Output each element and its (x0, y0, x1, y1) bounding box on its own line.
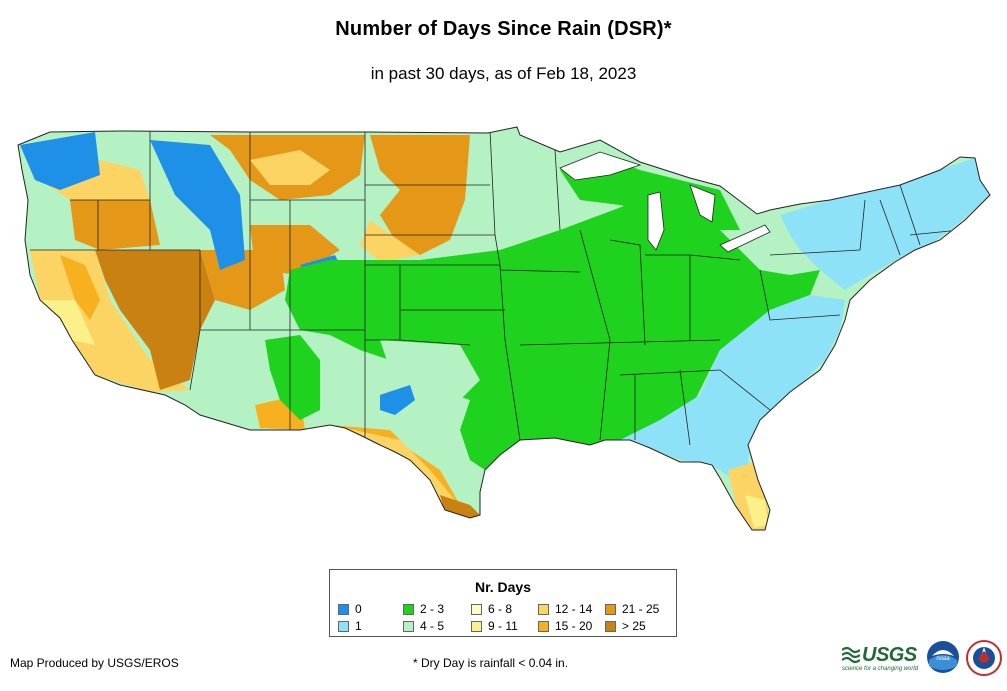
region-dakotas-21-25 (370, 135, 470, 255)
region-new-mexico-2-3 (265, 335, 320, 420)
noaa-wordmark: noaa (936, 656, 950, 662)
legend-label: 12 - 14 (555, 602, 593, 616)
us-dsr-map (17, 126, 991, 531)
legend-label: 0 (355, 602, 362, 616)
legend-label: 4 - 5 (420, 619, 445, 633)
legend-swatch (403, 604, 414, 615)
region-minnesota-4-5 (490, 140, 560, 230)
legend-swatch (605, 621, 616, 632)
legend-item: 1 (338, 620, 362, 633)
legend-label: 1 (355, 619, 362, 633)
lake-huron (689, 184, 716, 223)
region-california-12-14 (30, 250, 190, 392)
map-credit: Map Produced by USGS/EROS (10, 656, 179, 670)
legend-swatch (471, 621, 482, 632)
region-oregon-12-14 (40, 160, 150, 200)
us-outline (17, 126, 991, 531)
legend-label: 21 - 25 (622, 602, 660, 616)
legend-item: 0 (338, 603, 362, 616)
legend-item: 2 - 3 (403, 603, 444, 616)
usgs-tagline: science for a changing world (842, 666, 919, 672)
usgs-wordmark: USGS (862, 644, 917, 666)
legend-item: 9 - 11 (471, 620, 518, 633)
legend-item: 12 - 14 (538, 603, 592, 616)
legend-item: > 25 (605, 620, 646, 633)
usgs-wave-icon (842, 646, 860, 664)
lake-superior (559, 151, 642, 181)
legend-swatch (605, 604, 616, 615)
legend-swatch (471, 604, 482, 615)
legend-item: 4 - 5 (403, 620, 444, 633)
region-idaho-0 (150, 140, 245, 270)
region-new-mexico-0 (380, 385, 415, 415)
region-montana-12-14 (250, 150, 330, 185)
region-florida-9-11 (745, 495, 768, 528)
nws-logo (966, 640, 1002, 676)
dry-day-note: * Dry Day is rainfall < 0.04 in. (413, 656, 569, 670)
region-california-9-11 (40, 300, 95, 345)
legend-label: 9 - 11 (488, 619, 518, 633)
legend-label: 6 - 8 (488, 602, 513, 616)
region-southeast-1 (620, 295, 845, 485)
legend-item: 6 - 8 (471, 603, 512, 616)
lake-erie (719, 224, 771, 253)
legend-swatch (403, 621, 414, 632)
region-central-2-3 (285, 200, 820, 470)
legend-title: Nr. Days (474, 579, 532, 595)
noaa-logo: noaa (927, 641, 959, 673)
legend-label: > 25 (622, 619, 646, 633)
lake-michigan (647, 191, 665, 251)
region-northeast-1 (780, 158, 990, 290)
legend-swatch (538, 604, 549, 615)
legend-swatch (538, 621, 549, 632)
region-dakotas-12-14 (360, 220, 420, 262)
legend-swatch (338, 604, 349, 615)
region-washington-0 (20, 132, 100, 190)
legend-box: Nr. Days 0 1 2 - 3 4 - 5 6 - 8 9 - 11 12… (329, 569, 677, 637)
region-great-basin-gt25 (95, 250, 215, 390)
legend-swatch (338, 621, 349, 632)
dsr-color-regions (18, 127, 990, 530)
region-central-valley-15-20 (60, 255, 100, 320)
region-oklahoma-4-5 (380, 340, 480, 400)
map-subtitle: in past 30 days, as of Feb 18, 2023 (370, 64, 637, 83)
legend-label: 15 - 20 (555, 619, 593, 633)
legend-label: 2 - 3 (420, 602, 445, 616)
region-oregon-21-25 (70, 200, 160, 250)
map-title: Number of Days Since Rain (DSR)* (335, 18, 672, 40)
legend-item: 21 - 25 (605, 603, 659, 616)
usgs-logo: USGS science for a changing world (842, 642, 920, 672)
legend-item: 15 - 20 (538, 620, 592, 633)
